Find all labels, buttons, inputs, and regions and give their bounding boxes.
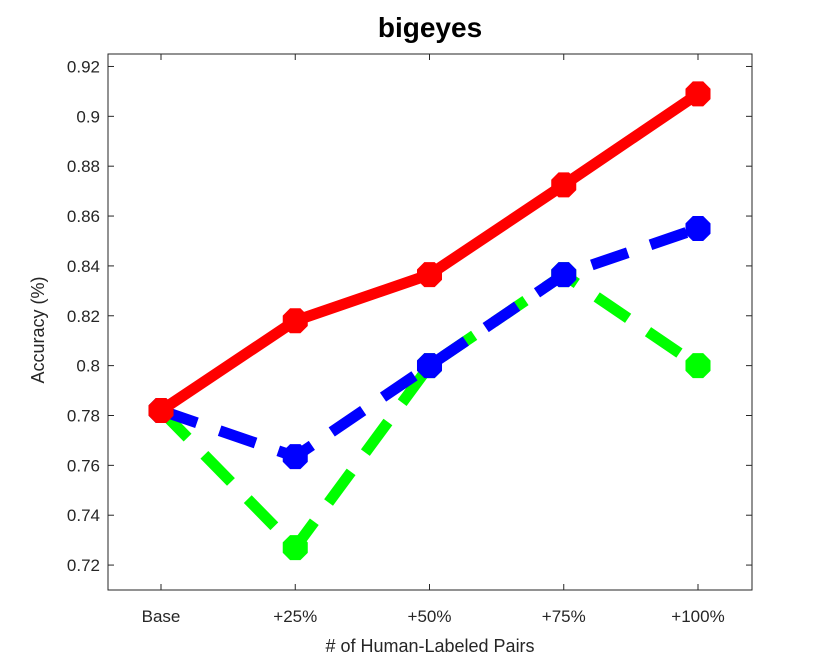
data-point-2 [685,353,711,379]
x-tick-label: Base [142,607,181,626]
y-tick-label: 0.9 [76,107,100,126]
data-point-0 [685,81,711,107]
data-point-0 [551,172,577,198]
x-tick-label: +25% [273,607,317,626]
data-point-1 [685,216,711,242]
data-point-1 [551,262,577,288]
plot-frame [107,53,753,591]
x-tick-label: +100% [671,607,724,626]
plot-area: 0.72 0.74 0.76 0.78 0.8 0.82 0.84 0.86 0.88 0.9 0.… [67,53,753,626]
y-tick-label: 0.82 [67,307,100,326]
y-tick-label: 0.92 [67,57,100,76]
chart-title: bigeyes [378,12,482,43]
x-axis-label: # of Human-Labeled Pairs [325,636,534,656]
y-tick-label: 0.88 [67,157,100,176]
y-axis-label: Accuracy (%) [28,276,48,383]
data-point-0 [416,262,443,288]
y-tick-label: 0.86 [67,207,100,226]
x-tick-label: +50% [408,607,452,626]
data-point-0 [282,308,308,334]
y-tick-label: 0.76 [67,456,100,475]
y-tick-label: 0.72 [67,556,100,575]
data-point-1 [416,353,443,379]
data-point-2 [282,535,308,561]
y-tick-label: 0.84 [67,257,100,276]
series-line-2 [157,269,702,554]
y-tick-label: 0.78 [67,406,100,425]
data-point-1 [282,444,308,470]
y-tick-label: 0.74 [67,506,100,525]
data-point-0 [148,397,174,424]
y-tick-label: 0.8 [76,357,100,376]
x-tick-label: +75% [542,607,586,626]
series-line-1 [159,223,700,463]
